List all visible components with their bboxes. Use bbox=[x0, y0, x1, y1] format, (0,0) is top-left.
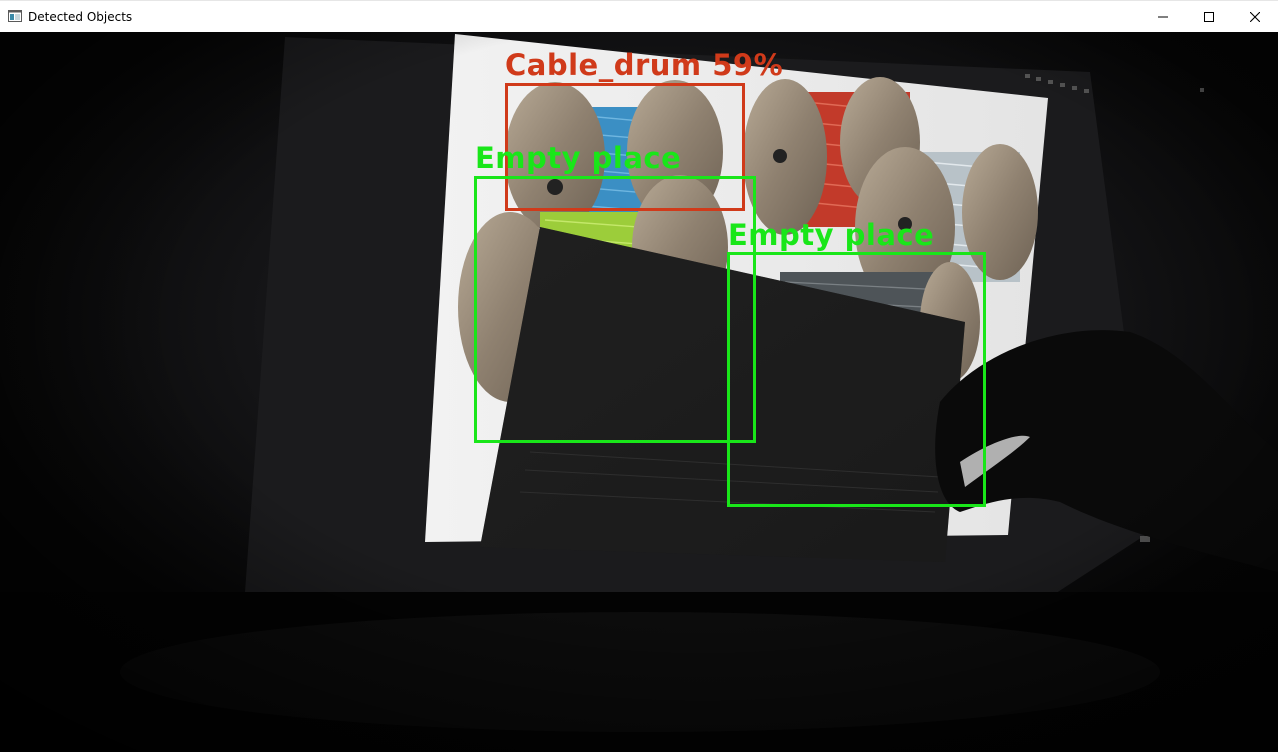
close-icon bbox=[1250, 12, 1260, 22]
camera-image bbox=[0, 32, 1278, 752]
detection-label-cable-drum: Cable_drum 59% bbox=[505, 48, 784, 82]
maximize-button[interactable] bbox=[1186, 1, 1232, 33]
detection-label-empty-place-1: Empty place bbox=[475, 141, 682, 175]
minimize-icon bbox=[1158, 16, 1168, 18]
detection-box-cable-drum bbox=[505, 83, 745, 211]
camera-frame: Cable_drum 59% Empty place Empty place bbox=[0, 32, 1278, 752]
minimize-button[interactable] bbox=[1140, 1, 1186, 33]
app-icon bbox=[8, 10, 22, 22]
detection-box-empty-place-2 bbox=[727, 252, 986, 507]
title-bar[interactable]: Detected Objects bbox=[0, 0, 1278, 32]
close-button[interactable] bbox=[1232, 1, 1278, 33]
detection-label-empty-place-2: Empty place bbox=[728, 218, 935, 252]
window-title: Detected Objects bbox=[28, 10, 133, 24]
detection-box-empty-place-1 bbox=[474, 176, 756, 443]
maximize-icon bbox=[1204, 12, 1214, 22]
